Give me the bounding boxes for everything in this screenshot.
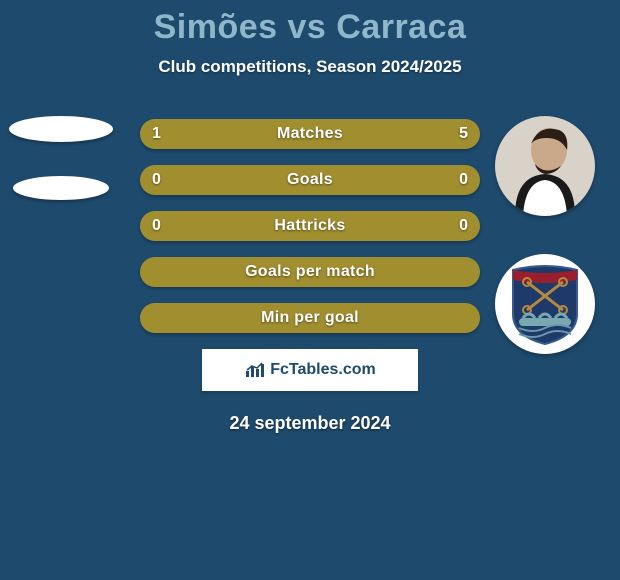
stat-bar: 1 Matches 5 [140,119,480,149]
stat-label: Min per goal [261,309,359,327]
page-subtitle: Club competitions, Season 2024/2025 [0,57,620,77]
stat-right-value: 0 [459,217,468,235]
page-title: Simões vs Carraca [0,0,620,47]
chart-icon [244,361,266,379]
stat-label: Matches [277,125,343,143]
stat-right-value: 5 [459,125,468,143]
stat-left-value: 0 [152,171,161,189]
date-text: 24 september 2024 [0,413,620,434]
stat-label: Goals [287,171,333,189]
stat-right-value: 0 [459,171,468,189]
stat-label: Goals per match [245,263,375,281]
infographic-root: Simões vs Carraca Club competitions, Sea… [0,0,620,580]
source-logo: FcTables.com [202,349,418,391]
logo-label: FcTables.com [270,361,376,379]
stat-bar: 0 Goals 0 [140,165,480,195]
stat-bar: 0 Hattricks 0 [140,211,480,241]
stat-bar: Goals per match [140,257,480,287]
stats-bars: 1 Matches 5 0 Goals 0 0 Hattricks 0 Goals per mat… [0,119,620,333]
logo-text: FcTables.com [244,361,376,379]
stat-left-value: 0 [152,217,161,235]
stat-bar: Min per goal [140,303,480,333]
stat-left-value: 1 [152,125,161,143]
stat-label: Hattricks [274,217,345,235]
